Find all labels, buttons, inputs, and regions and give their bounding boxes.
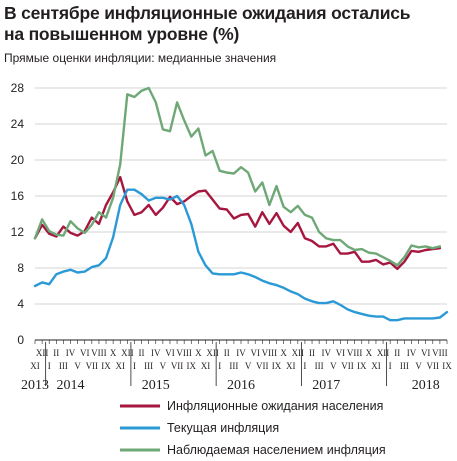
x-month-label: IX [101,361,111,371]
x-month-label: III [59,361,68,371]
x-month-label: II [139,348,145,358]
x-year-label: 2013 [21,378,49,393]
y-tick-label: 8 [17,261,24,275]
x-month-label: XI [371,361,381,371]
legend-label-1: Инфляционные ожидания населения [167,399,383,413]
x-month-label: IX [357,361,367,371]
x-month-label: I [48,361,51,371]
x-month-label: V [245,361,252,371]
x-month-label: XI [201,361,211,371]
x-month-label: XI [30,361,40,371]
x-month-label: V [415,361,422,371]
x-month-label: I [303,361,306,371]
x-year-label: 2015 [142,378,170,393]
series-line-3 [33,86,442,267]
x-month-label: III [315,361,324,371]
x-month-label: I [389,361,392,371]
x-month-label: XI [115,361,125,371]
x-month-label: II [309,348,315,358]
x-month-label: III [229,361,238,371]
x-month-label: I [218,361,221,371]
x-month-label: II [394,348,400,358]
x-month-label: VI [336,348,346,358]
x-month-label: XII [121,348,134,358]
chart-title-line-1: В сентябре инфляционные ожидания осталис… [4,3,411,23]
x-month-label: VIII [347,348,363,358]
x-month-label: IV [407,348,417,358]
x-year-label: 2016 [227,378,255,393]
x-month-label: VII [256,361,269,371]
x-month-label: X [366,348,373,358]
x-year-label: 2017 [312,378,340,393]
y-tick-label: 28 [11,81,25,95]
x-month-label: III [144,361,153,371]
x-month-label: IX [272,361,282,371]
x-month-label: V [160,361,167,371]
x-month-label: VIII [91,348,107,358]
x-month-label: II [53,348,59,358]
x-month-label: VI [80,348,90,358]
x-year-label: 2014 [57,378,85,393]
x-month-label: IX [442,361,452,371]
x-month-label: VII [427,361,440,371]
x-year-label: 2018 [412,378,440,393]
chart-subtitle: Прямые оценки инфляции: медианные значен… [4,51,277,65]
y-tick-label: 16 [11,189,25,203]
x-month-label: IX [187,361,197,371]
y-tick-label: 4 [17,297,24,311]
x-month-label: II [224,348,230,358]
y-tick-label: 0 [17,333,24,347]
x-month-label: XII [36,348,49,358]
x-month-label: X [195,348,202,358]
x-month-label: VIII [262,348,278,358]
axes: 0481216202428XIXIIIIIIIIIVVVIVIIVIIIIXXX… [11,81,453,393]
x-month-label: IV [66,348,76,358]
x-month-label: VII [341,361,354,371]
x-month-label: XII [206,348,219,358]
x-month-label: VI [165,348,175,358]
y-tick-label: 24 [11,117,25,131]
x-month-label: V [330,361,337,371]
x-month-label: VII [171,361,184,371]
x-month-label: VIII [176,348,192,358]
series-line-2 [33,188,449,322]
x-month-label: IV [321,348,331,358]
x-month-label: IV [151,348,161,358]
x-month-label: XII [377,348,390,358]
x-month-label: VII [86,361,99,371]
legend-label-2: Текущая инфляция [167,421,279,435]
chart-title-line-2: на повышенном уровне (%) [4,24,240,44]
x-month-label: VI [421,348,431,358]
x-month-label: III [400,361,409,371]
y-tick-label: 12 [11,225,25,239]
x-month-label: XI [286,361,296,371]
x-month-label: X [280,348,287,358]
x-month-label: V [74,361,81,371]
y-tick-label: 20 [11,153,25,167]
x-month-label: VIII [432,348,448,358]
x-month-label: VI [250,348,260,358]
x-month-label: X [110,348,117,358]
legend-label-3: Наблюдаемая населением инфляция [167,443,386,457]
x-month-label: XII [292,348,305,358]
x-month-label: IV [236,348,246,358]
x-month-label: I [133,361,136,371]
series-lines [33,86,449,322]
legend: Инфляционные ожидания населения Текущая и… [120,399,386,457]
